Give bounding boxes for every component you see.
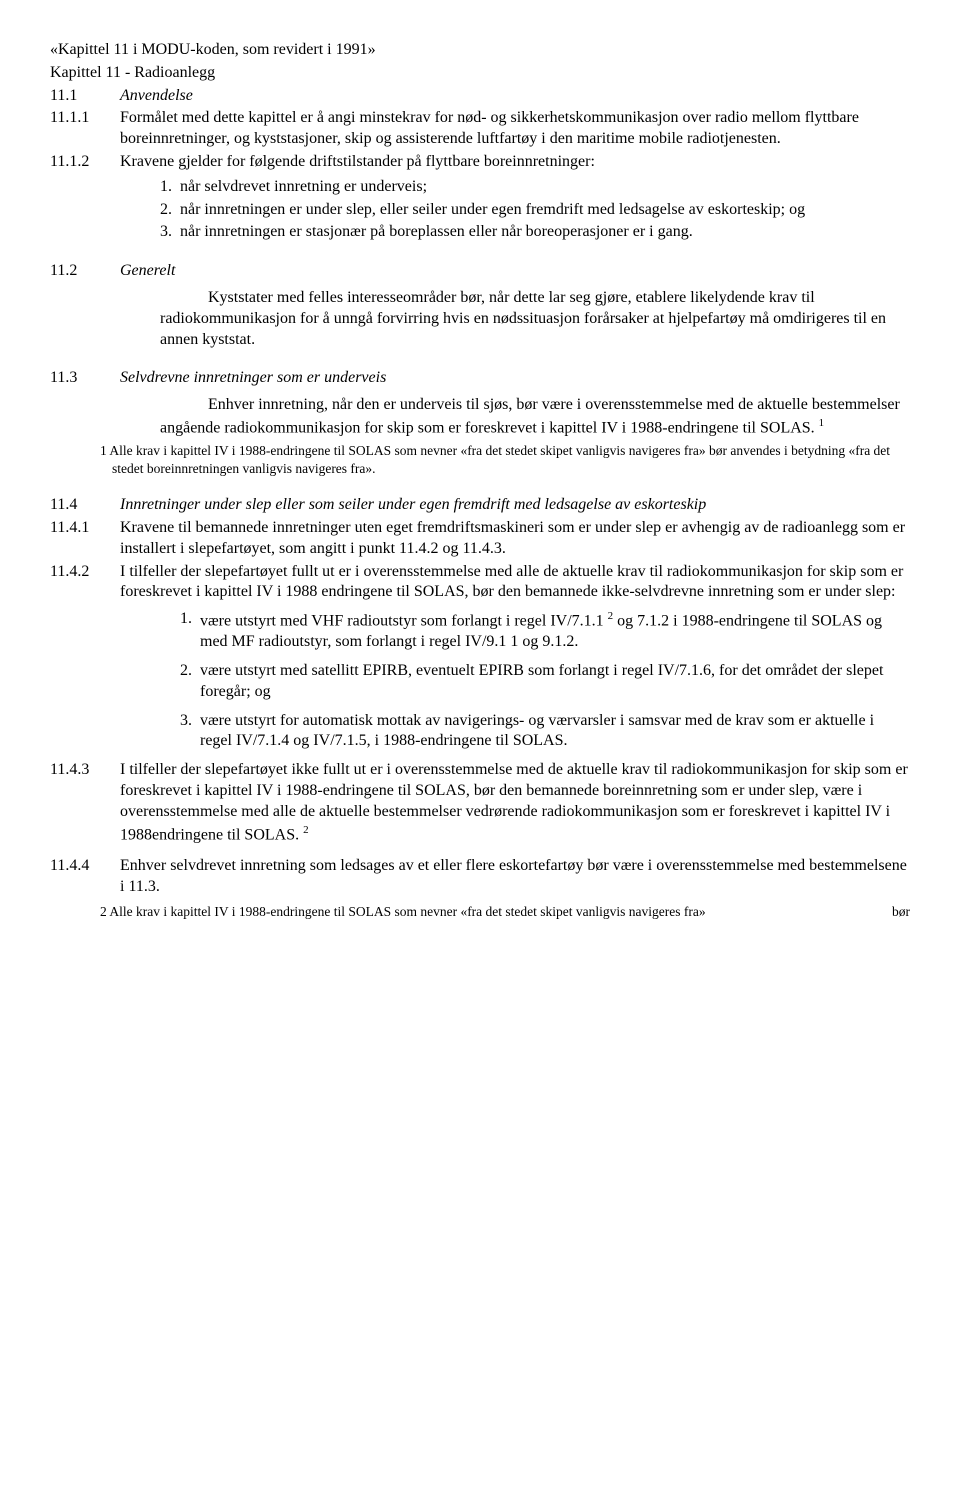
- list-text: når innretningen er stasjonær på borepla…: [180, 222, 910, 243]
- section-11-2-para: Kyststater med felles interesseområder b…: [160, 288, 910, 350]
- list-number: 1.: [160, 177, 180, 198]
- section-title: Innretninger under slep eller som seiler…: [120, 495, 910, 516]
- section-11-4: 11.4 Innretninger under slep eller som s…: [50, 495, 910, 516]
- list-text: når selvdrevet innretning er underveis;: [180, 177, 910, 198]
- list-number: 2.: [180, 661, 200, 703]
- list-number: 3.: [180, 711, 200, 753]
- list-item: 3. være utstyrt for automatisk mottak av…: [180, 711, 910, 753]
- paragraph-text: Enhver innretning, når den er underveis …: [160, 395, 910, 439]
- section-title: Generelt: [120, 261, 910, 282]
- clause-11-4-3: 11.4.3 I tilfeller der slepefartøyet ikk…: [50, 760, 910, 846]
- footnote-2: 2 Alle krav i kapittel IV i 1988-endring…: [100, 903, 910, 921]
- clause-number: 11.4.3: [50, 760, 120, 846]
- header-line-1: «Kapittel 11 i MODU-koden, som revidert …: [50, 40, 910, 61]
- list-item: 2. når innretningen er under slep, eller…: [160, 200, 910, 221]
- section-title: Anvendelse: [120, 86, 910, 107]
- section-11-3: 11.3 Selvdrevne innretninger som er unde…: [50, 368, 910, 389]
- list-text: når innretningen er under slep, eller se…: [180, 200, 910, 221]
- header-line-2: Kapittel 11 - Radioanlegg: [50, 63, 910, 84]
- section-number: 11.3: [50, 368, 120, 389]
- section-title: Selvdrevne innretninger som er underveis: [120, 368, 910, 389]
- section-11-3-para: Enhver innretning, når den er underveis …: [160, 395, 910, 439]
- clause-11-4-4: 11.4.4 Enhver selvdrevet innretning som …: [50, 856, 910, 898]
- list-text: være utstyrt med satellitt EPIRB, eventu…: [200, 661, 910, 703]
- clause-11-4-2: 11.4.2 I tilfeller der slepefartøyet ful…: [50, 562, 910, 604]
- footnote-ref: 1: [819, 417, 825, 429]
- paragraph-text: Kyststater med felles interesseområder b…: [160, 288, 910, 350]
- section-number: 11.1: [50, 86, 120, 107]
- list-item: 1. når selvdrevet innretning er undervei…: [160, 177, 910, 198]
- section-number: 11.4: [50, 495, 120, 516]
- list-number: 3.: [160, 222, 180, 243]
- section-number: 11.2: [50, 261, 120, 282]
- clause-11-1-2-list: 1. når selvdrevet innretning er undervei…: [160, 177, 910, 243]
- clause-number: 11.1.2: [50, 152, 120, 173]
- clause-11-4-2-list: 1. være utstyrt med VHF radioutstyr som …: [180, 609, 910, 752]
- list-number: 2.: [160, 200, 180, 221]
- clause-11-4-1: 11.4.1 Kravene til bemannede innretninge…: [50, 518, 910, 560]
- clause-11-1-2: 11.1.2 Kravene gjelder for følgende drif…: [50, 152, 910, 173]
- clause-number: 11.4.2: [50, 562, 120, 604]
- clause-number: 11.4.4: [50, 856, 120, 898]
- list-text: være utstyrt med VHF radioutstyr som for…: [200, 609, 910, 653]
- footnote-1: 1 Alle krav i kapittel IV i 1988-endring…: [100, 442, 910, 477]
- clause-text: Enhver selvdrevet innretning som ledsage…: [120, 856, 910, 898]
- footnote-ref: 2: [303, 824, 309, 836]
- clause-text: Formålet med dette kapittel er å angi mi…: [120, 108, 910, 150]
- list-item: 2. være utstyrt med satellitt EPIRB, eve…: [180, 661, 910, 703]
- list-item: 1. være utstyrt med VHF radioutstyr som …: [180, 609, 910, 653]
- section-11-1: 11.1 Anvendelse: [50, 86, 910, 107]
- clause-number: 11.1.1: [50, 108, 120, 150]
- clause-number: 11.4.1: [50, 518, 120, 560]
- list-text: være utstyrt for automatisk mottak av na…: [200, 711, 910, 753]
- section-11-2: 11.2 Generelt: [50, 261, 910, 282]
- clause-text: Kravene til bemannede innretninger uten …: [120, 518, 910, 560]
- list-number: 1.: [180, 609, 200, 653]
- clause-text: I tilfeller der slepefartøyet fullt ut e…: [120, 562, 910, 604]
- clause-11-1-1: 11.1.1 Formålet med dette kapittel er å …: [50, 108, 910, 150]
- clause-text: I tilfeller der slepefartøyet ikke fullt…: [120, 760, 910, 846]
- clause-text: Kravene gjelder for følgende driftstilst…: [120, 152, 910, 173]
- list-item: 3. når innretningen er stasjonær på bore…: [160, 222, 910, 243]
